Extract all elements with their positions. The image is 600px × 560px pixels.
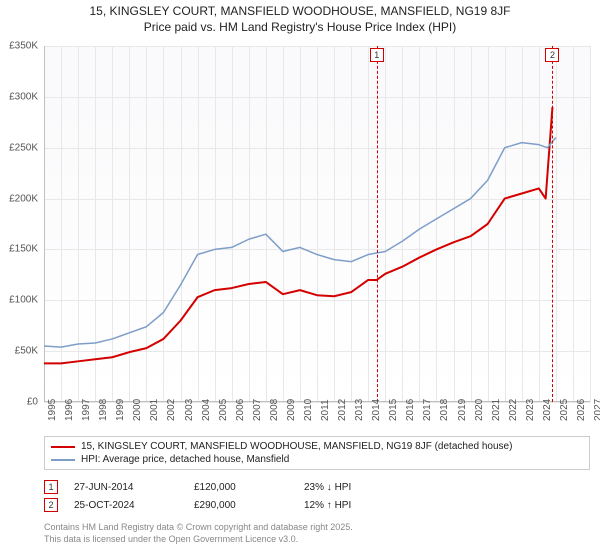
x-axis-tick-label: 2016 <box>405 399 416 421</box>
x-axis-tick-label: 2025 <box>559 399 570 421</box>
x-axis-tick-label: 2006 <box>235 399 246 421</box>
x-axis-tick-label: 2010 <box>303 399 314 421</box>
y-axis-tick-label: £250K <box>9 142 38 153</box>
y-axis-tick-label: £300K <box>9 91 38 102</box>
marker-table: 1 27-JUN-2014£120,00023% ↓ HPI 2 25-OCT-202… <box>44 478 590 514</box>
x-axis-tick-label: 2004 <box>201 399 212 421</box>
x-axis-tick-label: 2014 <box>371 399 382 421</box>
marker-date: 25-OCT-2024 <box>74 500 194 511</box>
x-axis-tick-label: 2023 <box>525 399 536 421</box>
title-line-2: Price paid vs. HM Land Registry's House … <box>0 20 600 36</box>
x-axis-tick-label: 2005 <box>218 399 229 421</box>
x-axis-tick-label: 2022 <box>508 399 519 421</box>
x-axis-tick-label: 2013 <box>354 399 365 421</box>
x-axis-tick-label: 2018 <box>439 399 450 421</box>
chart-region: 12 <box>44 46 590 402</box>
legend-swatch <box>51 459 75 461</box>
title-block: 15, KINGSLEY COURT, MANSFIELD WOODHOUSE,… <box>0 0 600 37</box>
marker-hpi: 23% ↓ HPI <box>304 482 351 493</box>
x-axis-tick-label: 2020 <box>474 399 485 421</box>
event-marker: 2 <box>545 48 559 62</box>
y-axis-tick-label: £50K <box>15 346 38 357</box>
marker-row: 1 27-JUN-2014£120,00023% ↓ HPI <box>44 478 590 496</box>
x-axis-tick-label: 2002 <box>166 399 177 421</box>
x-axis-tick-label: 2007 <box>252 399 263 421</box>
x-axis-tick-label: 2001 <box>149 399 160 421</box>
x-axis-tick-label: 2021 <box>491 399 502 421</box>
footnote-line-1: Contains HM Land Registry data © Crown c… <box>44 522 590 534</box>
series-line-price_paid <box>44 107 552 363</box>
marker-price: £120,000 <box>194 482 304 493</box>
title-line-1: 15, KINGSLEY COURT, MANSFIELD WOODHOUSE,… <box>0 4 600 20</box>
x-axis-tick-label: 2003 <box>184 399 195 421</box>
marker-price: £290,000 <box>194 500 304 511</box>
x-axis-tick-label: 2026 <box>576 399 587 421</box>
legend-text: HPI: Average price, detached house, Mans… <box>81 454 289 465</box>
series-line-hpi <box>44 138 556 348</box>
y-axis-labels: £0£50K£100K£150K£200K£250K£300K£350K <box>0 46 40 402</box>
event-line <box>552 46 553 402</box>
x-axis-tick-label: 1997 <box>81 399 92 421</box>
x-axis-tick-label: 2019 <box>457 399 468 421</box>
line-chart-svg <box>44 46 590 402</box>
x-axis-tick-label: 2015 <box>388 399 399 421</box>
event-line <box>377 46 378 402</box>
x-axis-tick-label: 2024 <box>542 399 553 421</box>
legend-box: 15, KINGSLEY COURT, MANSFIELD WOODHOUSE,… <box>44 436 590 470</box>
x-axis-labels: 1995199619971998199920002001200220032004… <box>44 404 590 434</box>
marker-row: 2 25-OCT-2024£290,00012% ↑ HPI <box>44 496 590 514</box>
footnote-line-2: This data is licensed under the Open Gov… <box>44 534 590 546</box>
x-axis-tick-label: 1995 <box>47 399 58 421</box>
legend-text: 15, KINGSLEY COURT, MANSFIELD WOODHOUSE,… <box>81 441 512 452</box>
footnotes: Contains HM Land Registry data © Crown c… <box>44 522 590 545</box>
y-axis-tick-label: £200K <box>9 193 38 204</box>
legend-row: 15, KINGSLEY COURT, MANSFIELD WOODHOUSE,… <box>51 440 583 453</box>
x-axis-tick-label: 2009 <box>286 399 297 421</box>
x-axis-tick-label: 1996 <box>64 399 75 421</box>
y-axis-tick-label: £150K <box>9 244 38 255</box>
x-axis-tick-label: 2017 <box>422 399 433 421</box>
marker-number-box: 1 <box>44 480 58 494</box>
y-axis-tick-label: £350K <box>9 41 38 52</box>
x-axis-tick-label: 2027 <box>593 399 600 421</box>
marker-hpi: 12% ↑ HPI <box>304 500 351 511</box>
x-axis-tick-label: 2000 <box>132 399 143 421</box>
y-axis-tick-label: £0 <box>27 397 38 408</box>
legend-row: HPI: Average price, detached house, Mans… <box>51 453 583 466</box>
gridline-vertical <box>590 46 591 402</box>
y-axis-tick-label: £100K <box>9 295 38 306</box>
x-axis-tick-label: 2011 <box>320 399 331 421</box>
marker-number-box: 2 <box>44 498 58 512</box>
x-axis-tick-label: 1998 <box>98 399 109 421</box>
x-axis-tick-label: 2012 <box>337 399 348 421</box>
legend-swatch <box>51 446 75 448</box>
x-axis-tick-label: 1999 <box>115 399 126 421</box>
event-marker: 1 <box>370 48 384 62</box>
x-axis-tick-label: 2008 <box>269 399 280 421</box>
marker-date: 27-JUN-2014 <box>74 482 194 493</box>
